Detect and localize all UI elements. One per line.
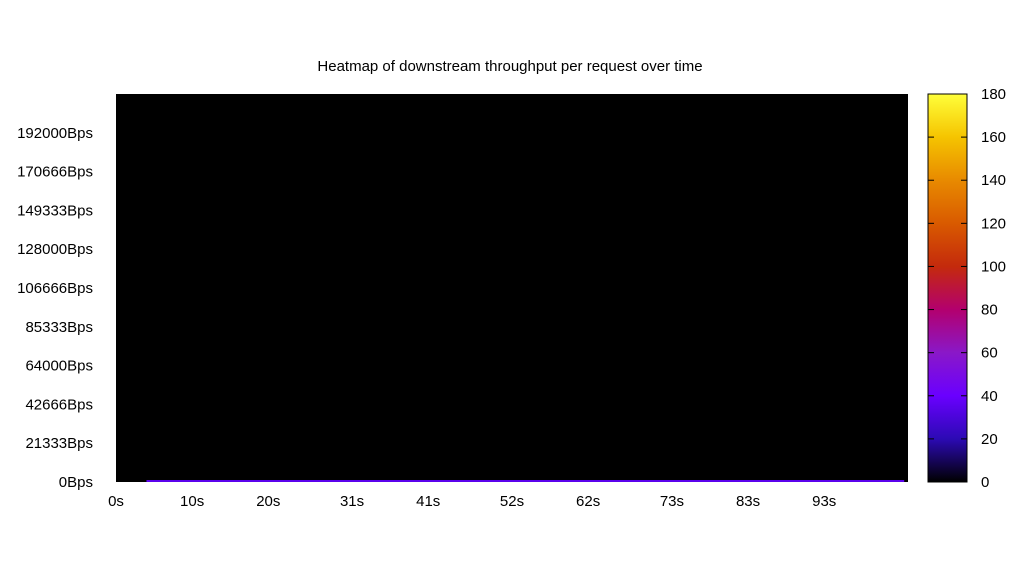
x-tick-label: 41s [416, 493, 440, 510]
y-tick-label: 42666Bps [25, 396, 93, 413]
y-tick-label: 170666Bps [17, 164, 93, 181]
x-tick-label: 93s [812, 493, 836, 510]
colorbar-tick-label: 180 [981, 86, 1006, 103]
colorbar-tick-label: 80 [981, 302, 998, 319]
chart-title: Heatmap of downstream throughput per req… [317, 58, 702, 75]
heatmap-plot-area [116, 94, 908, 482]
x-tick-label: 10s [180, 493, 204, 510]
y-tick-label: 0Bps [59, 474, 93, 491]
y-tick-label: 85333Bps [25, 319, 93, 336]
x-tick-label: 20s [256, 493, 280, 510]
heatmap-cell [146, 480, 905, 482]
x-tick-label: 83s [736, 493, 760, 510]
x-tick-label: 62s [576, 493, 600, 510]
x-tick-label: 0s [108, 493, 124, 510]
heatmap-cells [146, 480, 905, 482]
y-tick-label: 149333Bps [17, 202, 93, 219]
colorbar [927, 93, 968, 483]
colorbar-tick-label: 160 [981, 129, 1006, 146]
y-tick-label: 21333Bps [25, 435, 93, 452]
y-tick-label: 192000Bps [17, 125, 93, 142]
x-tick-label: 73s [660, 493, 684, 510]
colorbar-tick-label: 140 [981, 172, 1006, 189]
y-tick-label: 128000Bps [17, 241, 93, 258]
y-tick-label: 106666Bps [17, 280, 93, 297]
colorbar-tick-label: 100 [981, 258, 1006, 275]
colorbar-tick-label: 40 [981, 388, 998, 405]
y-axis: 0Bps 21333Bps 42666Bps 64000Bps 85333Bps 1066… [17, 125, 93, 491]
x-tick-label: 31s [340, 493, 364, 510]
y-tick-label: 64000Bps [25, 358, 93, 375]
x-tick-label: 52s [500, 493, 524, 510]
colorbar-tick-label: 0 [981, 474, 989, 491]
colorbar-tick-label: 60 [981, 345, 998, 362]
colorbar-tick-label: 120 [981, 215, 1006, 232]
x-axis: 0s 10s 20s 31s 41s 52s 62s 73s 83s 93s [108, 493, 836, 510]
colorbar-axis: 0 20 40 60 80 100 120 140 160 180 [928, 86, 1006, 491]
colorbar-tick-label: 20 [981, 431, 998, 448]
